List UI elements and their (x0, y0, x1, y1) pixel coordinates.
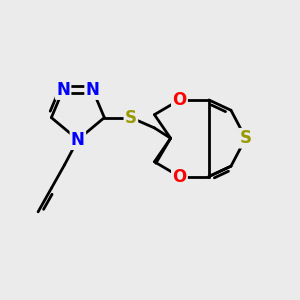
Text: N: N (71, 131, 85, 149)
Text: O: O (172, 167, 187, 185)
Text: N: N (56, 81, 70, 99)
Text: O: O (172, 91, 187, 109)
Text: N: N (85, 81, 100, 99)
Text: S: S (240, 129, 252, 147)
Text: S: S (125, 109, 137, 127)
